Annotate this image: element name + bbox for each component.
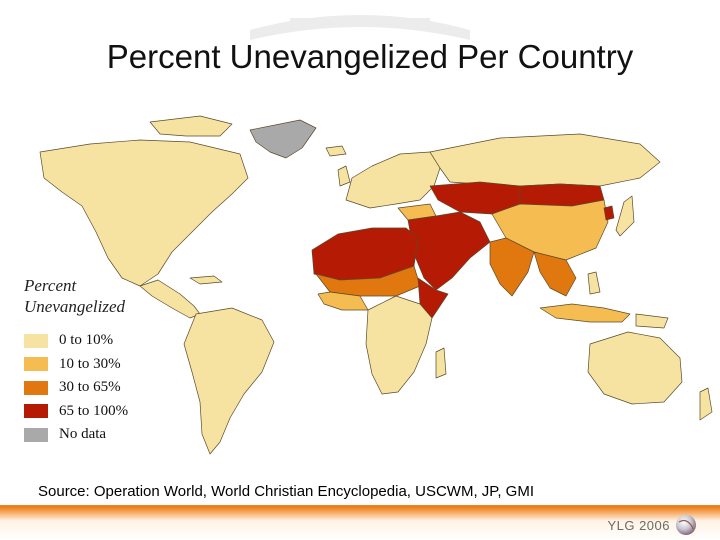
region-south-america	[183, 307, 275, 455]
legend-label: 0 to 10%	[59, 332, 114, 349]
legend-label: 65 to 100%	[59, 402, 129, 419]
region-southern-africa	[365, 295, 433, 395]
region-southeast-asia	[533, 251, 577, 297]
region-arctic-islands	[149, 115, 233, 137]
region-iceland	[325, 145, 347, 157]
legend-label: 10 to 30%	[59, 355, 121, 372]
legend-swatch	[24, 404, 48, 419]
region-horn-of-africa	[417, 277, 449, 319]
map-legend: Percent Unevangelized 0 to 10% 10 to 30%…	[24, 275, 159, 447]
legend-item: 65 to 100%	[24, 400, 159, 424]
region-middle-east	[407, 211, 491, 291]
legend-title-line1: Percent	[24, 276, 77, 295]
legend-item: 0 to 10%	[24, 329, 159, 353]
region-uk	[337, 165, 351, 187]
legend-item: 30 to 65%	[24, 376, 159, 400]
region-new-zealand	[699, 387, 713, 421]
globe-icon	[676, 515, 696, 535]
slide-title: Percent Unevangelized Per Country	[106, 38, 634, 75]
legend-item: 10 to 30%	[24, 353, 159, 377]
legend-title-line2: Unevangelized	[24, 297, 126, 316]
legend-title: Percent Unevangelized	[24, 275, 159, 317]
region-europe	[345, 151, 441, 209]
region-indonesia	[539, 303, 631, 323]
region-madagascar	[435, 347, 447, 379]
region-philippines	[587, 271, 601, 295]
region-japan	[615, 195, 635, 237]
region-australia	[587, 331, 683, 405]
legend-label: 30 to 65%	[59, 379, 121, 396]
footer-bar	[0, 505, 720, 540]
legend-swatch	[24, 380, 48, 395]
source-caption: Source: Operation World, World Christian…	[38, 483, 535, 500]
legend-items: 0 to 10% 10 to 30% 30 to 65% 65 to 100% …	[24, 329, 159, 447]
banner-watermark	[250, 15, 470, 40]
slide-footer: YLG 2006	[0, 505, 720, 540]
region-india	[489, 237, 535, 297]
legend-swatch	[24, 333, 48, 348]
region-greenland	[249, 119, 317, 159]
legend-swatch	[24, 357, 48, 372]
legend-swatch	[24, 427, 48, 442]
brand-label: YLG 2006	[607, 518, 670, 533]
legend-label: No data	[59, 426, 107, 443]
world-map	[39, 115, 713, 455]
region-caribbean	[189, 275, 223, 285]
region-north-america	[39, 139, 249, 287]
region-new-guinea	[635, 313, 669, 329]
region-russia	[429, 133, 661, 187]
footer-accent-line	[0, 505, 720, 508]
legend-item: No data	[24, 423, 159, 447]
region-north-korea	[603, 205, 615, 221]
